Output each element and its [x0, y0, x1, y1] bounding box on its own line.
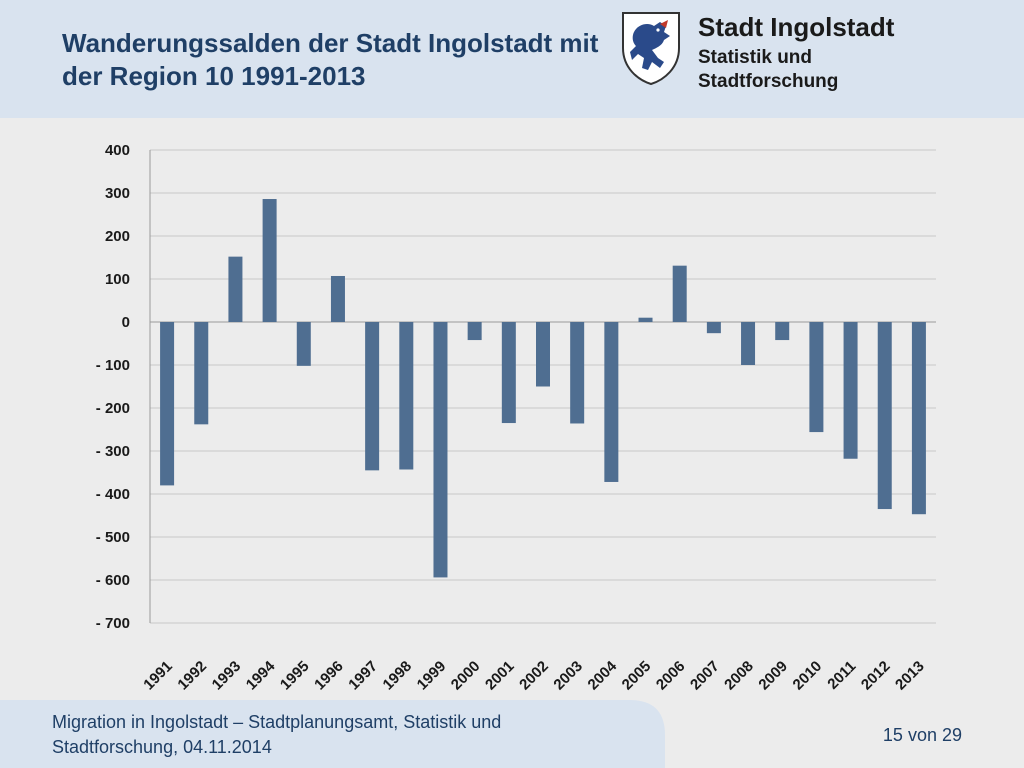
bar-chart: 400 300 200 100 0 - 100 - 200 - 300 - 400 - 500 - … — [96, 142, 936, 694]
x-tick-label: 1991 — [140, 658, 176, 694]
bar-1996 — [330, 275, 345, 322]
bar-2003 — [570, 322, 585, 424]
y-tick-label: - 700 — [96, 615, 130, 632]
x-tick-label: 1994 — [243, 657, 279, 693]
x-tick-label: 2013 — [892, 658, 928, 694]
x-tick-label: 1996 — [311, 658, 347, 694]
chart-area: 400 300 200 100 0 - 100 - 200 - 300 - 400 - 500 - … — [0, 118, 1024, 698]
y-tick-label: 300 — [105, 185, 130, 202]
x-tick-label: 2007 — [687, 658, 723, 694]
bar-2009 — [775, 322, 790, 341]
bar-1999 — [433, 322, 448, 578]
bar-2013 — [911, 322, 926, 515]
bar-2012 — [877, 322, 892, 510]
bar-2001 — [501, 322, 516, 424]
organization-name: Stadt Ingolstadt — [698, 12, 895, 42]
slide-title: Wanderungssalden der Stadt Ingolstadt mi… — [62, 28, 599, 91]
bar-2002 — [536, 322, 550, 387]
bar-2010 — [809, 322, 824, 433]
x-tick-label: 1999 — [414, 658, 450, 694]
bar-1991 — [160, 322, 175, 486]
x-tick-label: 1995 — [277, 658, 313, 694]
x-tick-label: 2009 — [755, 658, 791, 694]
city-crest-icon — [622, 12, 680, 86]
footer-text: Migration in Ingolstadt – Stadtplanungsa… — [52, 712, 502, 757]
x-tick-label: 1992 — [174, 658, 210, 694]
x-tick-label: 2002 — [516, 658, 552, 694]
x-tick-label: 2012 — [858, 658, 894, 694]
y-tick-label: - 300 — [96, 443, 130, 460]
x-tick-label: 2000 — [448, 658, 484, 694]
x-tick-label: 2004 — [585, 657, 621, 693]
organization-department: Statistik und Stadtforschung — [698, 47, 839, 92]
y-tick-label: 100 — [105, 271, 130, 288]
bar-2011 — [843, 322, 858, 459]
y-tick-label: 400 — [105, 142, 130, 159]
bar-2004 — [604, 322, 619, 482]
x-tick-label: 1993 — [209, 658, 245, 694]
x-tick-label: 2001 — [482, 658, 518, 694]
x-tick-label: 1997 — [345, 658, 381, 694]
page-number: 15 von 29 — [882, 725, 962, 745]
x-tick-label: 2010 — [790, 658, 826, 694]
bar-2007 — [706, 322, 721, 334]
y-tick-label: - 500 — [96, 529, 130, 546]
bar-1997 — [365, 322, 380, 471]
y-tick-label: 200 — [105, 228, 130, 245]
bar-2008 — [741, 322, 756, 365]
slide-header: Wanderungssalden der Stadt Ingolstadt mi… — [0, 0, 1024, 118]
bar-2006 — [672, 265, 687, 322]
x-tick-label: 2003 — [550, 658, 586, 694]
x-tick-label: 2006 — [653, 658, 689, 694]
bar-1998 — [399, 322, 414, 470]
y-tick-label: - 400 — [96, 486, 130, 503]
bar-1995 — [296, 322, 311, 366]
bar-1992 — [194, 322, 209, 425]
x-tick-label: 2011 — [824, 658, 859, 693]
bar-2000 — [467, 322, 482, 341]
x-tick-label: 2005 — [619, 658, 655, 694]
y-tick-label: - 600 — [96, 572, 130, 589]
x-tick-label: 1998 — [380, 658, 416, 694]
y-tick-label: - 100 — [96, 357, 130, 374]
bar-1994 — [262, 199, 277, 322]
y-tick-label: - 200 — [96, 400, 130, 417]
organization-block: Stadt Ingolstadt Statistik und Stadtfors… — [698, 12, 898, 94]
y-tick-label: 0 — [122, 314, 130, 331]
bar-1993 — [228, 256, 243, 322]
x-tick-label: 2008 — [721, 658, 757, 694]
bar-2005 — [638, 317, 653, 322]
